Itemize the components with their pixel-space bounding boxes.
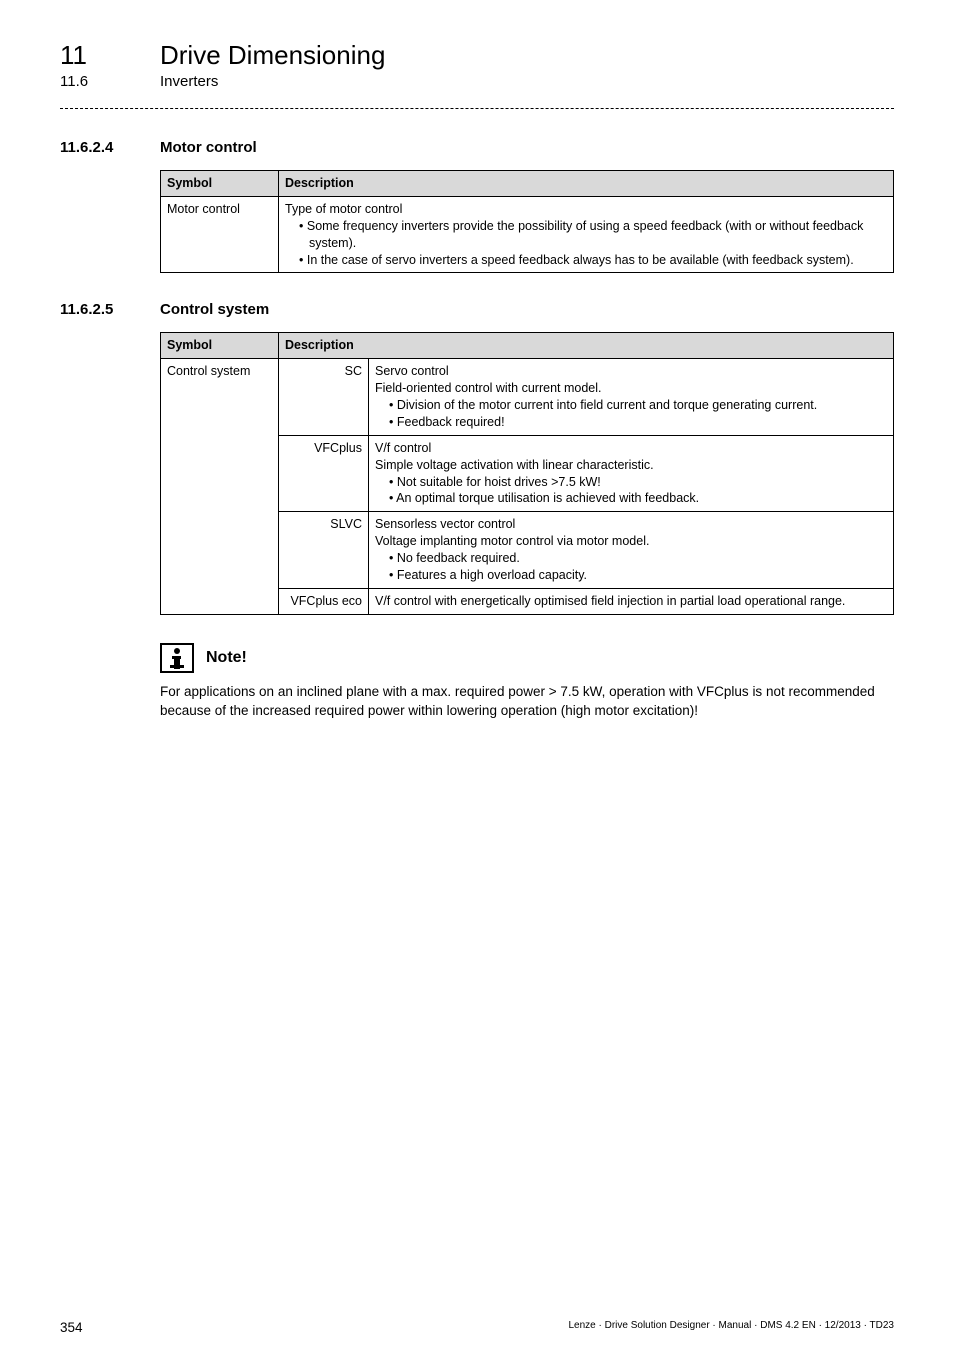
table-cell: Motor control (161, 196, 279, 273)
list-item: Not suitable for hoist drives >7.5 kW! (399, 474, 887, 491)
list-item: Features a high overload capacity. (399, 567, 887, 584)
table-cell: SLVC (279, 512, 369, 589)
cell-sub: Voltage implanting motor control via mot… (375, 534, 649, 548)
motor-control-table: Symbol Description Motor control Type of… (160, 170, 894, 273)
column-header: Description (279, 171, 894, 197)
column-header: Description (279, 333, 894, 359)
cell-sub: Simple voltage activation with linear ch… (375, 458, 654, 472)
column-header: Symbol (161, 171, 279, 197)
chapter-number: 11 (60, 40, 160, 71)
table-cell: V/f control with energetically optimised… (369, 588, 894, 614)
list-item: Feedback required! (399, 414, 887, 431)
table-row: Motor control Type of motor control Some… (161, 196, 894, 273)
table-row: Symbol Description (161, 171, 894, 197)
cell-lead: V/f control with energetically optimised… (375, 594, 845, 608)
note-label: Note! (206, 649, 247, 667)
page-number: 354 (60, 1320, 83, 1335)
column-header: Symbol (161, 333, 279, 359)
doc-info: Lenze · Drive Solution Designer · Manual… (568, 1320, 894, 1335)
table-cell: SC (279, 359, 369, 436)
list-item: Some frequency inverters provide the pos… (309, 218, 887, 252)
cell-lead: Sensorless vector control (375, 517, 515, 531)
list-item: An optimal torque utilisation is achieve… (399, 490, 887, 507)
table-cell: V/f control Simple voltage activation wi… (369, 435, 894, 512)
list-item: In the case of servo inverters a speed f… (309, 252, 887, 269)
note-text: For applications on an inclined plane wi… (160, 683, 894, 721)
section-number: 11.6 (60, 73, 160, 90)
table-row: Symbol Description (161, 333, 894, 359)
subsection-title: Motor control (160, 139, 257, 156)
cell-lead: V/f control (375, 441, 431, 455)
table-cell: VFCplus (279, 435, 369, 512)
table-row: Control system SC Servo control Field-or… (161, 359, 894, 436)
table-cell: Sensorless vector control Voltage implan… (369, 512, 894, 589)
subsection-number: 11.6.2.4 (60, 139, 160, 156)
cell-lead: Type of motor control (285, 202, 402, 216)
cell-sub: Field-oriented control with current mode… (375, 381, 602, 395)
subsection-number: 11.6.2.5 (60, 301, 160, 318)
chapter-title: Drive Dimensioning (160, 40, 385, 71)
divider (60, 108, 894, 109)
section-title: Inverters (160, 73, 218, 90)
list-item: No feedback required. (399, 550, 887, 567)
table-cell: VFCplus eco (279, 588, 369, 614)
control-system-table: Symbol Description Control system SC Ser… (160, 332, 894, 614)
subsection-title: Control system (160, 301, 269, 318)
list-item: Division of the motor current into field… (399, 397, 887, 414)
info-icon (160, 643, 194, 673)
table-cell: Servo control Field-oriented control wit… (369, 359, 894, 436)
table-cell: Control system (161, 359, 279, 614)
cell-lead: Servo control (375, 364, 449, 378)
table-cell: Type of motor control Some frequency inv… (279, 196, 894, 273)
